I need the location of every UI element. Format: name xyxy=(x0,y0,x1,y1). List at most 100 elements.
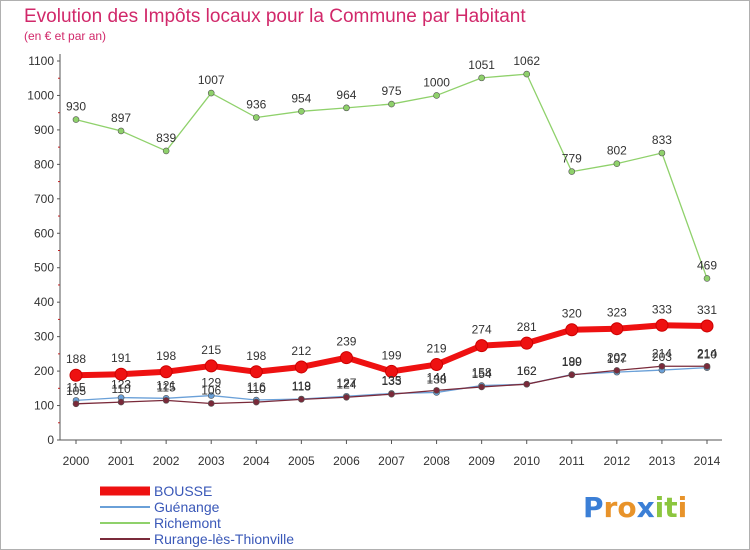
x-tick-label: 2000 xyxy=(63,454,90,468)
data-point xyxy=(339,351,353,365)
data-label: 189 xyxy=(562,355,582,369)
x-tick-label: 2004 xyxy=(243,454,270,468)
data-point xyxy=(72,400,80,408)
data-label: 802 xyxy=(607,144,627,158)
x-tick-label: 2006 xyxy=(333,454,360,468)
axes: 0 100 200 300 400 500 600 700 800 900 1000 1100 2000… xyxy=(27,54,722,468)
data-label: 210 xyxy=(697,348,717,362)
data-point xyxy=(433,92,440,99)
proxiti-wordmark: Proxiti xyxy=(583,491,687,524)
data-point xyxy=(568,168,576,175)
data-label: 331 xyxy=(697,303,717,317)
x-tick-label: 2002 xyxy=(153,454,180,468)
data-label: 202 xyxy=(607,350,627,364)
data-point xyxy=(385,364,398,378)
data-point xyxy=(655,318,669,332)
logo-letter: o xyxy=(617,491,636,524)
data-point xyxy=(658,362,666,370)
data-label: 198 xyxy=(156,349,176,363)
data-point xyxy=(388,390,395,398)
logo-letter: P xyxy=(583,491,604,524)
data-label: 188 xyxy=(66,352,86,366)
data-point xyxy=(343,104,350,112)
data-label: 106 xyxy=(201,383,221,397)
data-label: 115 xyxy=(157,380,176,394)
data-label: 239 xyxy=(336,335,356,349)
legend-label: Rurange-lès-Thionville xyxy=(154,531,294,547)
data-label: 123 xyxy=(111,378,131,392)
data-point xyxy=(252,398,260,406)
y-tick-label: 1000 xyxy=(27,88,54,102)
data-label: 1051 xyxy=(468,58,495,72)
data-point xyxy=(478,383,485,391)
data-point xyxy=(114,367,128,381)
data-label: 110 xyxy=(247,382,266,396)
data-point xyxy=(523,70,531,78)
legend: BOUSSEGuénangeRichemontRurange-lès-Thion… xyxy=(100,483,294,547)
data-label: 779 xyxy=(562,152,582,166)
y-tick-label: 200 xyxy=(34,364,54,378)
data-point xyxy=(159,365,173,379)
data-label: 110 xyxy=(112,382,131,396)
data-point xyxy=(433,387,440,394)
data-label: 281 xyxy=(517,320,537,334)
data-point xyxy=(117,127,125,135)
data-label: 129 xyxy=(201,376,221,390)
data-label: 936 xyxy=(246,98,266,112)
logo-letter: i xyxy=(655,491,665,524)
data-label: 839 xyxy=(156,131,176,145)
data-label: 124 xyxy=(336,377,356,391)
legend-label: Richemont xyxy=(154,515,221,531)
y-tick-label: 700 xyxy=(34,192,54,206)
data-label: 162 xyxy=(517,364,537,378)
series-layer xyxy=(69,70,714,408)
chart-title: Evolution des Impôts locaux pour la Comm… xyxy=(24,6,526,27)
x-tick-label: 2001 xyxy=(108,454,135,468)
data-point xyxy=(204,359,218,373)
logo-letter: i xyxy=(678,491,688,524)
data-point xyxy=(568,371,576,379)
data-label: 323 xyxy=(607,306,627,320)
x-tick-label: 2011 xyxy=(559,454,585,468)
x-tick-label: 2010 xyxy=(513,454,540,468)
data-label: 138 xyxy=(427,372,447,386)
data-point xyxy=(249,365,263,379)
data-label: 190 xyxy=(562,355,582,369)
data-labels: 930 897 839 1007 936 954 964 975 1000 1051 1062 779… xyxy=(66,54,717,398)
data-label: 897 xyxy=(111,111,131,125)
data-label: 333 xyxy=(652,302,672,316)
data-point xyxy=(69,368,83,382)
data-label: 133 xyxy=(381,374,401,388)
data-label: 203 xyxy=(652,350,672,364)
proxiti-logo: Proxiti xyxy=(583,491,687,524)
data-point xyxy=(478,74,485,82)
logo-letter: r xyxy=(604,491,618,524)
data-point xyxy=(613,160,621,167)
y-tick-label: 1100 xyxy=(28,54,54,68)
data-label: 1000 xyxy=(423,75,450,89)
y-tick-label: 600 xyxy=(34,226,54,240)
data-point xyxy=(703,362,711,370)
data-label: 121 xyxy=(156,378,176,392)
data-point xyxy=(298,396,305,403)
data-label: 954 xyxy=(291,91,311,105)
x-tick-label: 2003 xyxy=(198,454,225,468)
y-tick-label: 0 xyxy=(47,433,54,447)
chart-subtitle: (en € et par an) xyxy=(24,29,106,43)
data-label: 833 xyxy=(652,133,672,147)
y-tick-label: 400 xyxy=(34,295,54,309)
y-tick-label: 300 xyxy=(34,330,54,344)
data-point xyxy=(162,397,170,404)
data-label: 135 xyxy=(381,373,401,387)
data-point xyxy=(252,114,260,121)
data-label: 144 xyxy=(427,370,447,384)
x-tick-label: 2005 xyxy=(288,454,315,468)
data-point xyxy=(298,108,305,115)
data-label: 199 xyxy=(381,348,401,362)
y-tick-label: 800 xyxy=(34,157,54,171)
data-label: 197 xyxy=(607,352,627,366)
data-label: 214 xyxy=(652,346,672,360)
x-tick-label: 2013 xyxy=(649,454,676,468)
